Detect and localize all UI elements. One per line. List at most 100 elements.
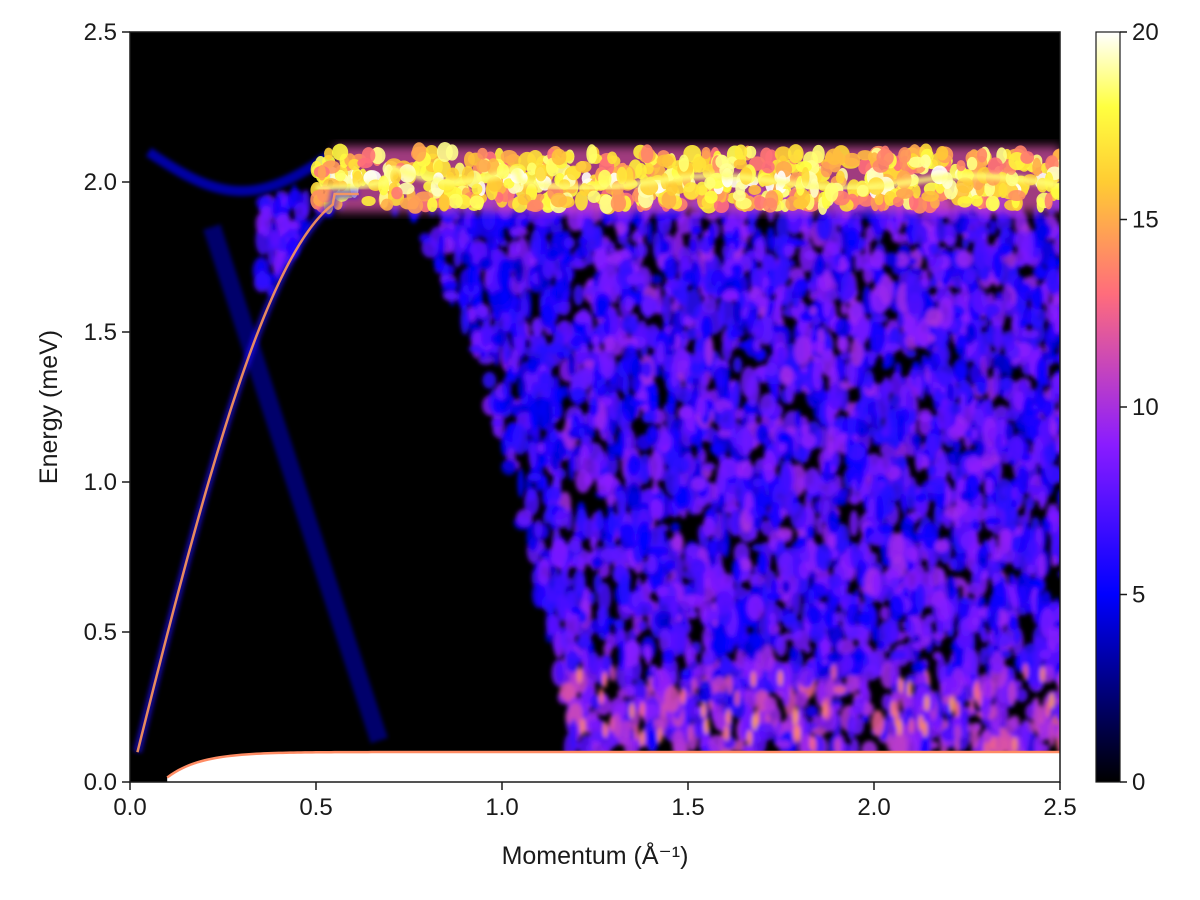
continuum-speck	[1021, 329, 1040, 339]
continuum-speck	[1062, 619, 1074, 636]
continuum-speck	[798, 665, 815, 689]
continuum-speck	[1068, 371, 1076, 381]
continuum-speck	[809, 582, 828, 600]
continuum-speck	[989, 535, 997, 559]
continuum-speck	[669, 327, 677, 349]
continuum-speck	[645, 424, 660, 446]
continuum-speck	[569, 259, 588, 270]
continuum-speck	[954, 724, 962, 741]
continuum-speck	[565, 649, 580, 673]
plateau-speck	[380, 198, 394, 211]
continuum-speck	[497, 228, 505, 243]
continuum-speck	[491, 289, 503, 322]
continuum-speck	[869, 249, 886, 270]
continuum-speck	[513, 256, 525, 284]
continuum-speck	[588, 591, 596, 606]
continuum-speck	[804, 705, 819, 718]
continuum-speck	[867, 497, 876, 518]
continuum-speck	[661, 648, 675, 665]
continuum-speck	[490, 332, 502, 346]
continuum-speck	[699, 374, 708, 397]
continuum-speck	[1014, 230, 1031, 252]
continuum-speck	[1063, 385, 1070, 403]
continuum-speck	[751, 326, 762, 338]
continuum-speck	[689, 239, 697, 253]
continuum-speck	[689, 433, 701, 446]
continuum-speck	[621, 393, 639, 422]
continuum-speck	[927, 242, 941, 256]
continuum-speck	[735, 648, 745, 671]
plateau-speck	[683, 182, 700, 200]
continuum-speck	[973, 506, 987, 522]
continuum-speck	[636, 601, 654, 617]
continuum-speck	[690, 558, 707, 576]
continuum-speck	[935, 597, 951, 622]
continuum-speck	[818, 478, 836, 497]
x-axis: 0.0 0.5 1.0 1.5 2.0 2.5	[113, 782, 1077, 821]
colorbar-tick-label: 15	[1132, 207, 1159, 234]
bright-speck	[579, 718, 585, 735]
continuum-speck	[936, 462, 951, 474]
continuum-speck	[687, 609, 698, 620]
continuum-speck	[577, 632, 592, 648]
continuum-speck	[811, 727, 827, 736]
continuum-speck	[656, 340, 665, 364]
bright-speck	[1040, 666, 1046, 683]
plateau-speck	[957, 196, 972, 208]
continuum-speck	[458, 226, 467, 250]
bright-speck	[577, 667, 583, 684]
continuum-speck	[579, 444, 590, 474]
continuum-speck	[511, 291, 518, 310]
continuum-speck	[1061, 601, 1078, 612]
continuum-speck	[545, 248, 560, 262]
continuum-speck	[912, 361, 921, 371]
continuum-speck	[791, 586, 801, 617]
continuum-speck	[792, 630, 810, 651]
bright-speck	[691, 678, 697, 695]
bright-speck	[793, 707, 799, 724]
continuum-speck	[850, 478, 858, 504]
bright-speck	[822, 701, 828, 718]
continuum-speck	[1060, 731, 1076, 757]
continuum-speck	[460, 251, 473, 266]
bright-speck	[725, 709, 731, 726]
continuum-speck	[1066, 372, 1076, 386]
continuum-speck	[839, 256, 847, 272]
plateau-speck	[640, 144, 654, 164]
continuum-speck	[718, 655, 732, 676]
bright-speck	[922, 721, 928, 738]
continuum-speck	[1006, 343, 1021, 360]
continuum-speck	[1071, 302, 1084, 322]
continuum-speck	[638, 223, 648, 237]
continuum-speck	[991, 662, 1004, 674]
continuum-speck	[906, 387, 914, 413]
continuum-speck	[1038, 490, 1046, 510]
continuum-speck	[654, 610, 672, 630]
continuum-speck	[284, 198, 292, 212]
continuum-speck	[1055, 730, 1060, 741]
plateau-speck	[825, 148, 843, 165]
continuum-speck	[905, 273, 923, 303]
continuum-speck	[976, 595, 986, 609]
continuum-speck	[1007, 680, 1017, 706]
continuum-speck	[849, 510, 859, 537]
continuum-speck	[563, 237, 576, 249]
continuum-speck	[537, 558, 550, 586]
continuum-speck	[568, 451, 576, 481]
continuum-speck	[556, 573, 567, 595]
continuum-speck	[1064, 669, 1074, 692]
continuum-speck	[781, 579, 791, 594]
plateau-speck	[857, 150, 873, 161]
continuum-speck	[1066, 333, 1082, 345]
continuum-speck	[593, 224, 604, 250]
continuum-speck	[749, 526, 758, 540]
plateau-speck	[704, 190, 718, 204]
continuum-speck	[1073, 687, 1082, 696]
continuum-speck	[911, 223, 929, 245]
continuum-speck	[1007, 266, 1020, 289]
bright-speck	[1049, 692, 1055, 709]
plateau-speck	[835, 170, 845, 184]
x-tick-label: 0.5	[299, 794, 332, 821]
colorbar-gradient	[1095, 31, 1121, 783]
continuum-speck	[719, 408, 736, 431]
